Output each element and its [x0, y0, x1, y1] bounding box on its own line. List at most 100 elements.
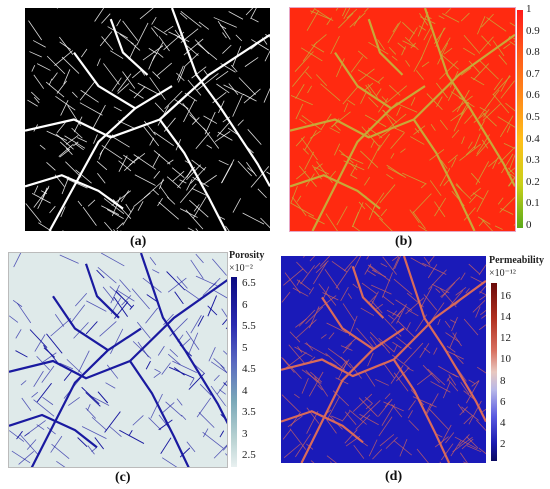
thin-fracture: [158, 419, 173, 431]
thin-fracture: [164, 25, 174, 33]
thin-fracture: [402, 172, 427, 185]
thin-fracture: [320, 334, 327, 339]
thin-fracture: [182, 102, 197, 121]
main-fracture: [281, 410, 364, 444]
thin-fracture: [450, 111, 464, 122]
thin-fracture: [387, 21, 402, 44]
thin-fracture: [475, 306, 481, 318]
thin-fracture: [198, 21, 210, 30]
thin-fracture: [145, 307, 159, 324]
thin-fracture: [390, 153, 395, 159]
thin-fracture: [420, 183, 427, 189]
panel-b-label: (b): [395, 234, 413, 249]
thin-fracture: [118, 155, 128, 173]
thin-fracture: [372, 449, 383, 460]
thin-fracture: [282, 358, 302, 379]
thin-fracture: [162, 402, 175, 414]
thin-fracture: [501, 153, 514, 174]
thin-fracture: [50, 318, 72, 337]
thin-fracture: [294, 346, 313, 358]
thin-fracture: [439, 167, 451, 187]
thin-fracture: [153, 170, 161, 179]
thin-fracture: [171, 167, 185, 178]
thin-fracture: [21, 397, 32, 412]
main-fracture: [423, 8, 515, 187]
thin-fracture: [250, 8, 257, 20]
thin-fracture: [428, 256, 435, 265]
thin-fracture: [31, 391, 39, 398]
thin-fracture: [483, 109, 490, 118]
panel-c-porosity-map: [8, 252, 228, 468]
thin-fracture: [181, 414, 187, 421]
thin-fracture: [196, 397, 212, 418]
thin-fracture: [129, 152, 146, 166]
thin-fracture: [412, 193, 432, 214]
thin-fracture: [130, 42, 141, 51]
thin-fracture: [503, 43, 511, 49]
thin-fracture: [371, 284, 392, 295]
thin-fracture: [297, 346, 303, 353]
thin-fracture: [326, 396, 340, 421]
main-fracture: [351, 266, 385, 319]
thin-fracture: [176, 276, 188, 289]
thin-fracture: [435, 288, 441, 294]
thin-fracture: [395, 336, 412, 350]
thin-fracture: [479, 107, 488, 112]
thin-fracture: [481, 314, 486, 319]
thin-fracture: [91, 447, 97, 453]
thin-fracture: [302, 41, 318, 62]
thin-fracture: [97, 266, 117, 284]
thin-fracture: [350, 174, 358, 179]
thin-fracture: [300, 47, 323, 62]
thin-fracture: [263, 87, 270, 103]
thin-fracture: [368, 96, 379, 108]
thin-fracture: [468, 263, 480, 275]
thin-fracture: [480, 309, 486, 316]
thin-fracture: [397, 42, 406, 50]
thin-fracture: [165, 401, 183, 417]
thin-fracture: [36, 424, 45, 431]
thin-fracture: [352, 283, 359, 289]
thin-fracture: [478, 219, 485, 227]
thin-fracture: [402, 22, 415, 35]
thin-fracture: [298, 309, 316, 327]
thin-fracture: [212, 289, 227, 299]
thin-fracture: [439, 37, 451, 55]
thin-fracture: [290, 202, 315, 217]
thin-fracture: [478, 59, 499, 80]
thin-fracture: [441, 443, 454, 461]
thin-fracture: [63, 69, 71, 85]
thin-fracture: [497, 116, 515, 128]
thin-fracture: [434, 197, 447, 217]
thin-fracture: [158, 201, 179, 220]
thin-fracture: [380, 263, 388, 268]
porosity-colorbar: [231, 277, 237, 467]
thin-fracture: [213, 444, 227, 459]
thin-fracture: [322, 292, 339, 301]
main-fracture: [281, 279, 486, 378]
thin-fracture: [77, 200, 83, 207]
thin-fracture: [500, 80, 515, 99]
thin-fracture: [378, 98, 389, 113]
thin-fracture: [390, 365, 404, 384]
thin-fracture: [217, 131, 233, 141]
thin-fracture: [79, 102, 103, 116]
thin-fracture: [466, 380, 480, 404]
thin-fracture: [194, 39, 210, 55]
thin-fracture: [55, 96, 76, 111]
thin-fracture: [472, 192, 484, 200]
thin-fracture: [356, 327, 376, 350]
porosity-colorbar-tick: 6.5: [242, 277, 256, 289]
thin-fracture: [315, 260, 329, 274]
thin-fracture: [445, 432, 455, 444]
thin-fracture: [479, 291, 486, 296]
panel-b-colorbar-tick: 0.1: [526, 197, 540, 210]
thin-fracture: [152, 189, 159, 196]
thin-fracture: [309, 130, 321, 139]
thin-fracture: [383, 401, 404, 412]
thin-fracture: [313, 262, 327, 285]
porosity-colorbar-tick: 4.5: [242, 363, 256, 375]
thin-fracture: [128, 430, 133, 437]
thin-fracture: [122, 20, 139, 41]
thin-fracture: [104, 221, 113, 231]
